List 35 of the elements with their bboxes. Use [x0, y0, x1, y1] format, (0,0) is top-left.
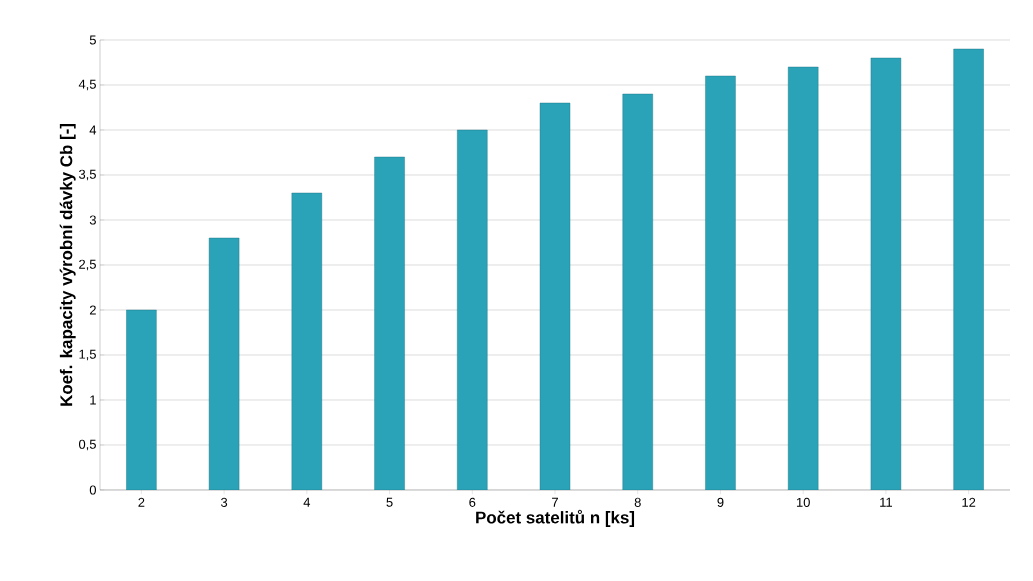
bar [457, 129, 488, 490]
bar [870, 57, 902, 490]
bar [374, 156, 405, 490]
y-tick-label: 3 [89, 215, 96, 225]
bar [208, 237, 240, 490]
y-axis-title: Koef. kapacity výrobní dávky Cb [-] [59, 124, 76, 406]
bar [953, 48, 984, 490]
bar [539, 102, 571, 490]
y-tick-label: 5 [89, 35, 96, 45]
bar [705, 75, 736, 490]
y-tick-label: 4 [89, 125, 97, 135]
x-tick-label: 10 [796, 497, 810, 507]
x-tick-label: 6 [469, 497, 476, 507]
bar [291, 192, 323, 490]
x-tick-label: 3 [221, 497, 228, 507]
y-tick-label: 3,5 [78, 169, 96, 181]
y-tick-label: 1 [90, 395, 96, 405]
x-tick-label: 7 [552, 497, 558, 507]
y-tick-label: 0 [89, 485, 96, 495]
x-tick-label: 8 [634, 497, 641, 507]
y-tick-label: 2 [89, 305, 96, 315]
x-tick-label: 9 [717, 497, 724, 507]
x-tick-label: 12 [962, 497, 976, 507]
x-axis-title: Počet satelitů n [ks] [476, 509, 635, 527]
bar [787, 66, 819, 490]
y-tick-label: 0,5 [78, 439, 96, 451]
x-tick-label: 11 [880, 497, 893, 507]
x-tick-label: 5 [386, 497, 393, 507]
bar [126, 309, 157, 490]
y-tick-label: 2,5 [79, 259, 96, 271]
y-tick-label: 4,5 [78, 79, 96, 91]
y-tick-label: 1,5 [79, 349, 96, 361]
x-tick-label: 2 [138, 497, 145, 507]
x-tick-label: 4 [303, 497, 311, 507]
bar [622, 93, 653, 490]
